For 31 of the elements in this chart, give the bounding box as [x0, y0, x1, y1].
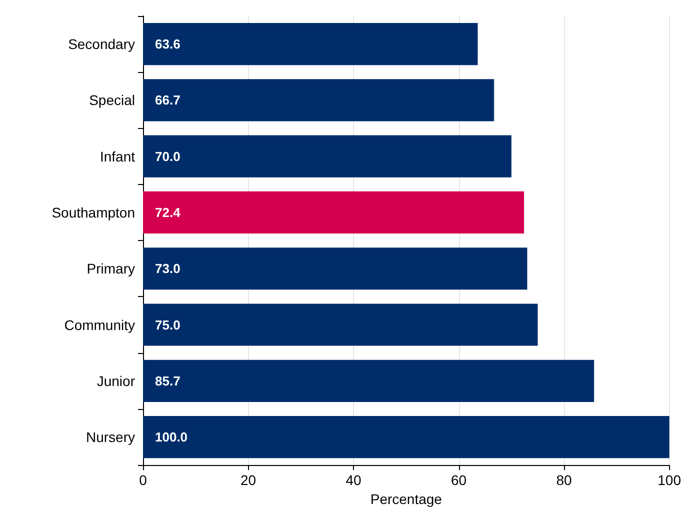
data-label: 75.0 [155, 317, 180, 332]
data-label: 66.7 [155, 92, 180, 108]
data-label: 85.7 [155, 373, 180, 388]
y-tick-label: Infant [100, 148, 136, 164]
y-tick-label: Secondary [68, 36, 135, 52]
x-tick-label: 60 [451, 472, 467, 488]
y-tick-label: Southampton [52, 204, 135, 220]
bar [143, 79, 494, 122]
bar [143, 304, 538, 346]
data-label: 63.6 [155, 36, 180, 52]
y-tick-label: Special [89, 92, 135, 108]
bar [143, 248, 528, 290]
data-label: 100.0 [155, 430, 188, 445]
data-label: 70.0 [155, 148, 180, 164]
x-tick-label: 80 [556, 472, 572, 488]
bar [143, 135, 512, 178]
x-tick-label: 20 [240, 472, 256, 488]
x-tick-label: 0 [139, 472, 148, 488]
bar [143, 416, 670, 458]
bar [143, 360, 594, 402]
y-tick-label: Community [64, 316, 135, 333]
data-label: 73.0 [155, 261, 180, 276]
data-label: 72.4 [155, 204, 182, 220]
x-axis-title: Percentage [370, 491, 442, 507]
bar [143, 23, 478, 66]
bar [143, 191, 524, 234]
y-tick-label: Nursery [86, 429, 135, 446]
x-tick-label: 100 [658, 472, 682, 488]
y-tick-label: Junior [96, 372, 136, 389]
y-tick-label: Primary [86, 260, 135, 277]
x-tick-label: 40 [346, 472, 362, 488]
